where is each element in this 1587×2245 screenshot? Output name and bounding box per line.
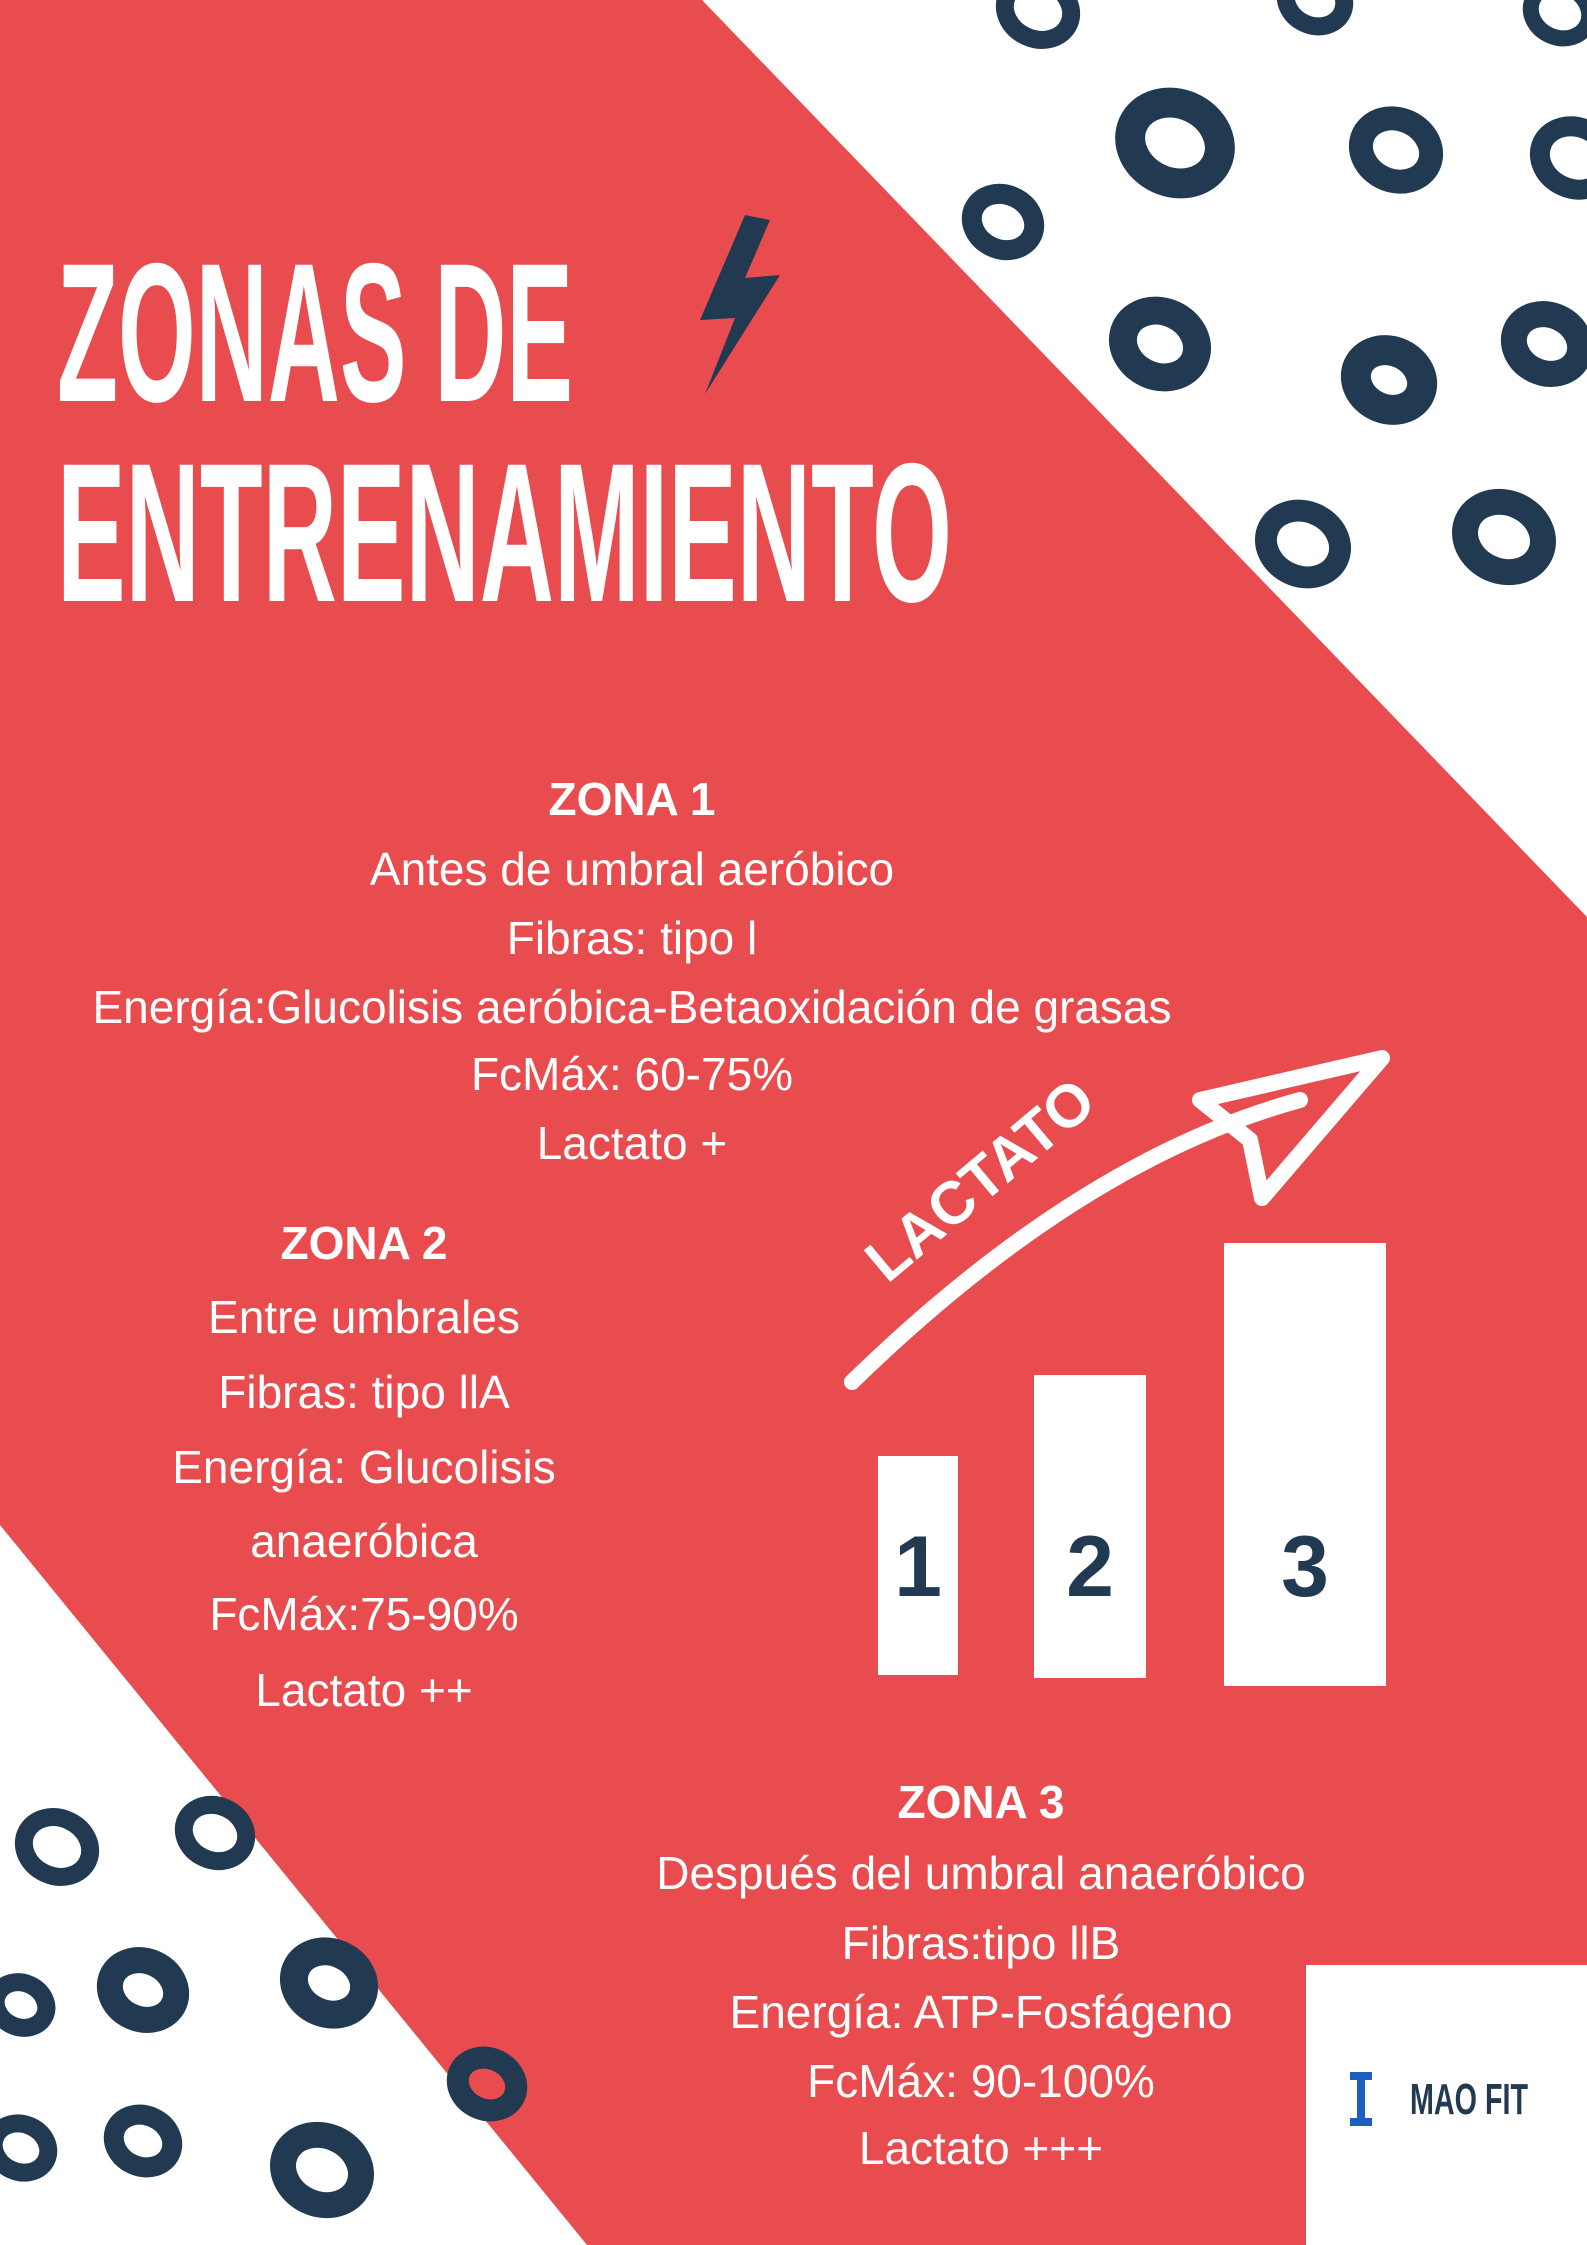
logo-box [1306, 1965, 1587, 2245]
step-number: 1 [894, 1519, 942, 1615]
zone-line: Lactato + [537, 1117, 728, 1169]
title-line: ENTRENAMIENTO [57, 422, 952, 643]
blob [1115, 87, 1235, 199]
logo-icon [1350, 2072, 1372, 2126]
blob [1452, 488, 1556, 586]
blob [1522, 0, 1587, 47]
zone-heading: ZONA 1 [549, 773, 716, 825]
step-number: 3 [1281, 1519, 1329, 1615]
zone-line: Energía: ATP-Fosfágeno [730, 1986, 1233, 2038]
corner-top-right [702, 0, 1587, 917]
blob [270, 2121, 374, 2219]
blob [103, 2104, 183, 2178]
blob [1108, 296, 1212, 392]
blob [1348, 106, 1444, 194]
blob [279, 1937, 379, 2029]
zone-line: Fibras: tipo llA [218, 1366, 510, 1418]
blob [961, 183, 1045, 261]
corner-bottom-left [0, 1525, 587, 2245]
zone-line: Fibras: tipo l [507, 912, 758, 964]
title-line: ZONAS DE [57, 222, 573, 443]
blob [14, 1808, 100, 1886]
step-number: 2 [1066, 1519, 1114, 1615]
blob [0, 2114, 58, 2182]
blob [1500, 301, 1587, 387]
blob [1529, 116, 1587, 200]
step-bar [1224, 1243, 1386, 1686]
zone-line: Lactato +++ [859, 2122, 1103, 2174]
zone-line: Lactato ++ [255, 1664, 472, 1716]
zone-line: Antes de umbral aeróbico [370, 843, 894, 895]
zone-heading: ZONA 2 [281, 1217, 448, 1269]
blob [0, 1973, 56, 2037]
lightning-icon [700, 215, 780, 394]
blob [96, 1947, 190, 2033]
zone-line: Energía: Glucolisis [172, 1441, 556, 1493]
blob [1254, 499, 1352, 589]
blob [1340, 335, 1438, 425]
zone-line: Entre umbrales [208, 1291, 520, 1343]
zone-line: FcMáx: 60-75% [471, 1048, 793, 1100]
blob [1276, 0, 1354, 36]
zone-line: FcMáx:75-90% [209, 1588, 518, 1640]
blob [446, 2046, 528, 2122]
blob [995, 0, 1081, 49]
arrow-head [1192, 1050, 1390, 1206]
step-bars [878, 1243, 1386, 1686]
arrow-shaft [844, 1092, 1308, 1390]
step-bar [878, 1456, 958, 1675]
step-bar [1034, 1375, 1146, 1678]
zone-line: FcMáx: 90-100% [807, 2055, 1155, 2107]
zone-line: Después del umbral anaeróbico [656, 1847, 1306, 1899]
zone-line: Energía:Glucolisis aeróbica-Betaoxidació… [92, 981, 1171, 1033]
zone-heading: ZONA 3 [898, 1776, 1065, 1828]
logo-name: MAO FIT [1410, 2075, 1528, 2124]
blob [174, 1795, 256, 1871]
zone-line: Fibras:tipo llB [842, 1917, 1121, 1969]
zone-line: anaeróbica [250, 1515, 478, 1567]
